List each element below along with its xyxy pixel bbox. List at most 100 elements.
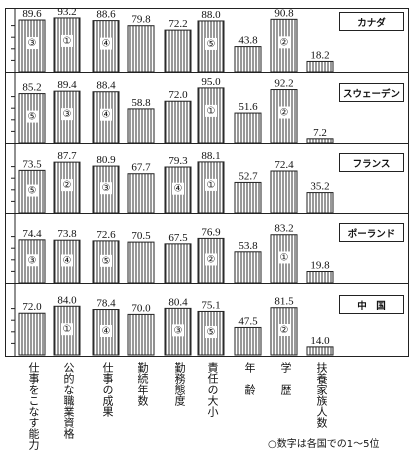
value-label: 80.9 — [96, 154, 116, 166]
rank-bg — [278, 106, 290, 119]
panel-1: 85.2 ⑤ 89.4 ③ 88.4 ④ 58.8 72.0 95.0 ① 51.6 92.2 ② 7.2… — [5, 76, 409, 144]
rank-mark: ② — [63, 180, 72, 191]
rank-mark: ④ — [102, 39, 111, 50]
rank-bg — [26, 37, 38, 50]
country-box — [339, 295, 404, 314]
rank-mark: ③ — [28, 255, 37, 266]
bar — [127, 25, 155, 73]
value-label: 89.4 — [57, 79, 77, 91]
rank-mark: ⑤ — [207, 327, 216, 338]
rank-bg — [26, 254, 38, 267]
bar — [234, 181, 262, 214]
value-label: 88.4 — [96, 80, 116, 92]
rank-mark: ② — [207, 254, 216, 265]
rank-mark: ⑤ — [28, 112, 37, 123]
rank-bg — [205, 104, 217, 117]
panel-2: 73.5 ⑤ 87.7 ② 80.9 ③ 67.7 79.3 ④ 88.1 ① 52.7 72.4 35.… — [5, 150, 409, 214]
category-label: 年 齢 — [243, 362, 256, 395]
rank-footnote: ○数字は各国での1～5位 — [268, 439, 380, 450]
bar — [18, 312, 46, 356]
value-label: 73.8 — [57, 228, 77, 240]
value-label: 47.5 — [238, 315, 258, 327]
value-label: 14.0 — [310, 335, 330, 347]
category-label: 公的な職業資格 — [62, 362, 75, 439]
value-label: 95.0 — [201, 76, 221, 88]
bar — [270, 170, 298, 214]
bar — [234, 112, 262, 144]
rank-bg — [205, 37, 217, 50]
rank-mark: ③ — [174, 325, 183, 336]
bar — [164, 307, 192, 356]
value-label: 81.5 — [274, 296, 294, 308]
value-label: 53.8 — [238, 240, 258, 252]
country-label: 中 国 — [357, 300, 386, 312]
rank-bg — [100, 324, 112, 337]
category-label: 勤続年数 — [136, 362, 149, 406]
panel-3: 74.4 ③ 73.8 ④ 72.6 ⑤ 70.5 67.5 76.9 ② 53.8 83.2 ① 19.… — [5, 223, 409, 284]
bar — [234, 46, 262, 73]
value-label: 18.2 — [310, 49, 329, 61]
value-label: 51.6 — [238, 101, 258, 113]
value-label: 78.4 — [96, 298, 116, 310]
value-label: 87.7 — [57, 150, 77, 162]
rank-mark: ② — [280, 325, 289, 336]
bar — [306, 271, 334, 284]
value-label: 43.8 — [238, 35, 258, 47]
bar — [306, 138, 334, 144]
rank-bg — [61, 254, 73, 267]
value-label: 80.4 — [168, 296, 188, 308]
value-label: 72.2 — [168, 18, 187, 30]
rank-bg — [100, 254, 112, 267]
rank-bg — [61, 179, 73, 192]
bar — [127, 313, 155, 356]
rank-mark: ① — [207, 106, 216, 117]
rank-bg — [61, 34, 73, 47]
category-label: 扶養家族人数 — [315, 362, 328, 428]
value-label: 72.6 — [96, 229, 116, 241]
bar — [306, 346, 334, 356]
rank-mark: ③ — [63, 109, 72, 120]
rank-mark: ① — [207, 180, 216, 191]
value-label: 72.4 — [274, 159, 294, 171]
rank-mark: ② — [280, 37, 289, 48]
value-label: 58.8 — [131, 97, 151, 109]
value-label: 79.8 — [131, 14, 151, 26]
category-label: 仕事をこなす能力 — [27, 362, 40, 450]
value-label: 67.7 — [131, 162, 151, 174]
rank-mark: ⑤ — [102, 256, 111, 267]
country-label: フランス — [353, 159, 391, 170]
bar — [127, 241, 155, 284]
rank-mark: ① — [63, 324, 72, 335]
value-label: 75.1 — [201, 299, 220, 311]
rank-bg — [26, 110, 38, 123]
value-label: 93.2 — [57, 6, 76, 18]
value-label: 79.3 — [168, 155, 188, 167]
rank-mark: ④ — [174, 184, 183, 195]
value-label: 52.7 — [238, 170, 258, 182]
rank-mark: ⑤ — [207, 39, 216, 50]
country-label: カナダ — [357, 17, 386, 29]
value-label: 70.5 — [131, 230, 151, 242]
rank-mark: ① — [63, 36, 72, 47]
value-label: 74.4 — [22, 228, 42, 240]
bar — [53, 90, 81, 144]
bar — [306, 192, 334, 214]
rank-bg — [100, 108, 112, 121]
category-label: 責任の大小 — [206, 362, 219, 417]
rank-mark: ⑤ — [28, 186, 37, 197]
rank-bg — [100, 37, 112, 50]
value-label: 92.2 — [274, 78, 293, 90]
country-box — [339, 12, 404, 31]
rank-bg — [100, 182, 112, 195]
value-label: 76.9 — [201, 226, 221, 238]
bar — [164, 243, 192, 284]
bar — [234, 251, 262, 284]
value-label: 72.0 — [22, 301, 42, 313]
outer-frame — [5, 8, 409, 357]
rank-mark: ④ — [63, 255, 72, 266]
panel-0: 89.6 ③ 93.2 ① 88.6 ④ 79.8 72.2 88.0 ⑤ 43.8 90.8 ② 18.… — [5, 6, 409, 73]
bar — [197, 161, 225, 214]
country-box — [339, 153, 404, 172]
rank-bg — [172, 182, 184, 195]
